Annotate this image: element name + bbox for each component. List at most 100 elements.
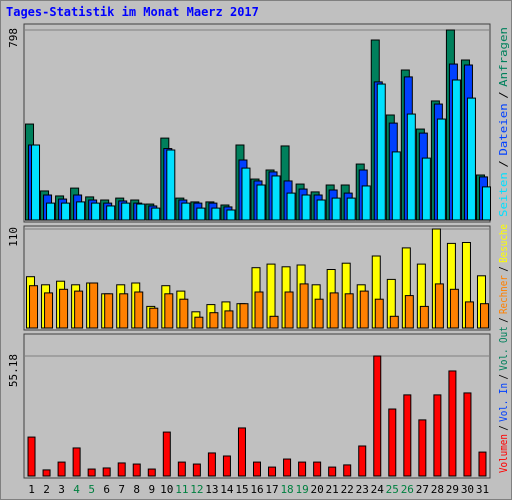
x-tick-label: 21 [326,483,339,496]
legend-separator: / [497,374,510,380]
bar [361,185,371,221]
bar [316,199,326,221]
x-tick-label: 26 [401,483,414,496]
bar [283,458,292,477]
x-tick-label: 3 [58,483,65,496]
panel [23,333,491,479]
bar [344,293,354,329]
x-tick-label: 1 [28,483,35,496]
bar [179,298,189,329]
legend-entry: Seiten [497,172,510,217]
bar [329,292,339,329]
bar [388,408,397,477]
bar [314,298,324,329]
bar [418,419,427,477]
bar [436,118,446,221]
legend: Seiten / Dateien / Anfragen [497,27,510,217]
y-tick-label: 110 [7,227,20,247]
chart-title: Tages-Statistik im Monat Maerz 2017 [6,5,259,19]
bar [286,192,296,221]
bar [343,464,352,477]
x-tick-label: 31 [476,483,489,496]
x-tick-label: 22 [341,483,354,496]
bar [76,201,86,221]
bar [434,283,444,329]
legend: Volumen / Vol. In / Vol. Out / Rechner / Besuche [497,224,510,473]
bar [136,203,146,221]
bar [177,461,186,477]
bar [253,461,261,477]
x-tick-label: 17 [265,483,278,496]
bar [31,144,41,221]
bar [268,466,277,477]
legend-entry: Vol. In [497,383,510,422]
bar [207,452,216,477]
bar [87,468,96,477]
bar [166,149,176,221]
legend-entry: Dateien [497,103,510,155]
y-tick-label: 55.18 [7,354,20,387]
bar [61,202,71,221]
bar [331,197,341,221]
bar [209,312,219,329]
x-tick-label: 5 [88,483,95,496]
bar [196,207,206,221]
bar [433,394,442,477]
bar [29,285,39,329]
bar [151,207,161,221]
bar [419,305,429,329]
bar [226,209,236,221]
x-tick-label: 23 [356,483,369,496]
bar [104,293,114,329]
bar [121,202,131,221]
legend-separator: / [497,91,510,98]
bar [301,194,311,221]
bar [211,207,221,221]
bar [346,197,356,221]
x-tick-label: 28 [431,483,444,496]
x-tick-label: 14 [220,483,234,496]
bar [72,447,81,477]
x-tick-label: 20 [311,483,324,496]
bar [89,282,99,329]
legend-separator: / [497,266,510,272]
bar [27,436,36,477]
bar [91,202,101,221]
bar [102,467,111,477]
x-tick-label: 19 [295,483,308,496]
bar [298,461,307,477]
bar [313,461,322,477]
bar [299,283,309,329]
bar [269,315,279,329]
x-tick-label: 8 [133,483,140,496]
x-tick-label: 29 [446,483,459,496]
bar [117,462,126,477]
bar [237,427,246,477]
bar [192,463,201,477]
x-tick-label: 30 [461,483,474,496]
x-tick-label: 11 [175,483,188,496]
x-tick-label: 25 [386,483,399,496]
bar [44,292,54,329]
legend-entry: Besuche [497,224,510,263]
bar [74,290,84,329]
x-tick-label: 9 [148,483,155,496]
bar [481,186,491,221]
bar [421,157,431,221]
bar [373,355,382,477]
bar [134,291,144,329]
bar [162,431,171,477]
bar [463,392,472,477]
bar [464,301,474,329]
bar [256,184,266,221]
bar [132,463,141,477]
bar [239,303,249,329]
bar [389,315,399,329]
bar [406,113,416,221]
x-tick-label: 16 [250,483,263,496]
bar [181,202,191,221]
legend-entry: Rechner [497,275,510,314]
legend-entry: Volumen [497,434,510,473]
